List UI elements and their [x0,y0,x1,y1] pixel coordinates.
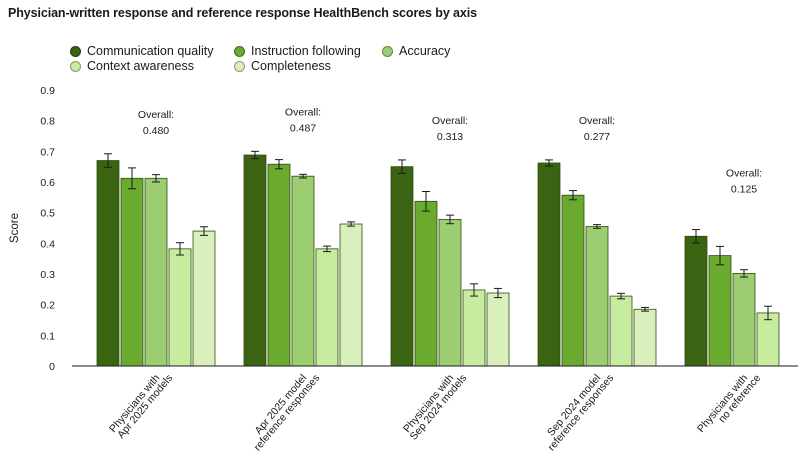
y-tick-label: 0.2 [40,300,55,312]
x-category-label: reference responses [546,372,617,453]
bar [144,177,168,367]
overall-label: Overall: [579,115,615,127]
legend-swatch [234,60,245,72]
overall-value: 0.480 [143,125,169,137]
bar [96,160,120,367]
y-tick-label: 0.7 [40,146,55,158]
legend-swatch [382,45,393,57]
bar [243,154,267,367]
legend-item-accuracy: Accuracy [382,44,450,58]
overall-label: Overall: [726,168,762,180]
y-tick-label: 0.4 [40,238,55,250]
bar [414,200,438,367]
overall-label: Overall: [432,115,468,127]
overall-value: 0.487 [290,122,316,134]
legend-item-completeness: Completeness [234,59,331,73]
legend-label: Context awareness [87,59,195,73]
y-tick-label: 0.3 [40,269,55,281]
legend-swatch [70,60,81,72]
legend-item-communication-quality: Communication quality [70,44,213,58]
bar [708,255,732,367]
bar [561,194,585,367]
bar [633,308,657,367]
legend-swatch [70,45,81,57]
legend-label: Instruction following [251,44,361,58]
legend-item-instruction-following: Instruction following [234,44,361,58]
legend-item-context-awareness: Context awareness [70,59,194,73]
y-tick-label: 0.1 [40,330,55,342]
bar [192,230,216,367]
bar [120,177,144,367]
bar [390,166,414,367]
bar [462,289,486,367]
y-tick-label: 0.5 [40,208,55,220]
y-axis-title: Score [9,213,21,243]
y-tick-label: 0.6 [40,177,55,189]
bar [585,226,609,367]
bar [609,295,633,367]
y-tick-label: 0.9 [40,85,55,97]
overall-value: 0.313 [437,131,463,143]
y-tick-label: 0 [49,361,55,373]
bar [438,219,462,367]
bar [267,163,291,367]
bar [684,235,708,367]
legend-swatch [234,45,245,57]
x-category-label: reference responses [252,372,323,453]
overall-value: 0.125 [731,184,757,196]
bar [537,162,561,367]
overall-label: Overall: [138,109,174,121]
legend-label: Communication quality [87,44,214,58]
bar [486,292,510,367]
bar [168,248,192,367]
legend-label: Completeness [251,59,331,73]
bar [315,248,339,367]
chart-title: Physician-written response and reference… [8,6,477,20]
bar [291,175,315,367]
legend-label: Accuracy [399,44,451,58]
bar [756,312,780,367]
y-tick-label: 0.8 [40,116,55,128]
bar [339,223,363,367]
bar [732,272,756,367]
overall-label: Overall: [285,106,321,118]
overall-value: 0.277 [584,131,610,143]
